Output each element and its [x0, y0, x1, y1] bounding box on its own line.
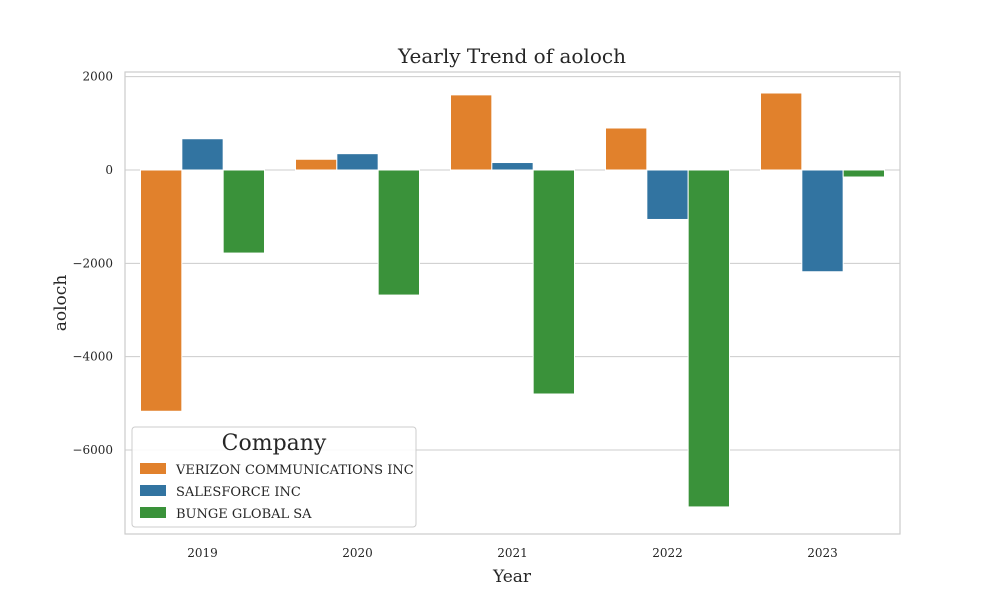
bar	[532, 169, 576, 395]
x-tick-label: 2021	[497, 546, 528, 560]
legend-items: VERIZON COMMUNICATIONS INC SALESFORCE INC…	[140, 463, 414, 522]
bar	[450, 94, 493, 171]
bars	[140, 92, 886, 508]
y-tick-label: −2000	[72, 256, 113, 270]
bar	[687, 169, 731, 508]
legend-swatch	[140, 485, 166, 496]
legend-entry: SALESFORCE INC	[176, 485, 301, 500]
legend-title: Company	[222, 431, 327, 456]
x-tick-label: 2019	[187, 546, 218, 560]
bar	[646, 169, 689, 220]
x-axis-label: Year	[492, 567, 532, 587]
bar	[295, 158, 338, 171]
legend-box	[131, 426, 417, 528]
bar	[801, 169, 844, 273]
legend-entry: BUNGE GLOBAL SA	[176, 507, 312, 522]
bar	[491, 162, 534, 171]
y-tick-label: 2000	[82, 70, 113, 84]
x-tick-label: 2023	[807, 546, 838, 560]
x-tick-label: 2020	[342, 546, 373, 560]
x-tick-label: 2022	[652, 546, 683, 560]
bar	[842, 169, 886, 178]
y-tick-labels: 2000 0 −2000 −4000 −6000	[72, 70, 113, 457]
bar	[181, 138, 224, 171]
x-tick-labels: 2019 2020 2021 2022 2023	[187, 546, 838, 560]
bar	[140, 169, 183, 412]
bar	[377, 169, 420, 296]
bar	[760, 92, 803, 171]
bar	[222, 169, 266, 254]
y-tick-label: −6000	[72, 443, 113, 457]
y-tick-label: 0	[105, 163, 113, 177]
y-tick-label: −4000	[72, 350, 113, 364]
legend: Company VERIZON COMMUNICATIONS INC SALESF…	[131, 426, 417, 528]
chart-title: Yearly Trend of aoloch	[397, 44, 626, 68]
legend-entry: VERIZON COMMUNICATIONS INC	[175, 463, 414, 478]
legend-swatch	[140, 507, 166, 518]
legend-swatch	[140, 463, 166, 474]
y-axis-label: aoloch	[51, 275, 71, 332]
bar	[605, 127, 648, 171]
bar	[336, 153, 379, 171]
